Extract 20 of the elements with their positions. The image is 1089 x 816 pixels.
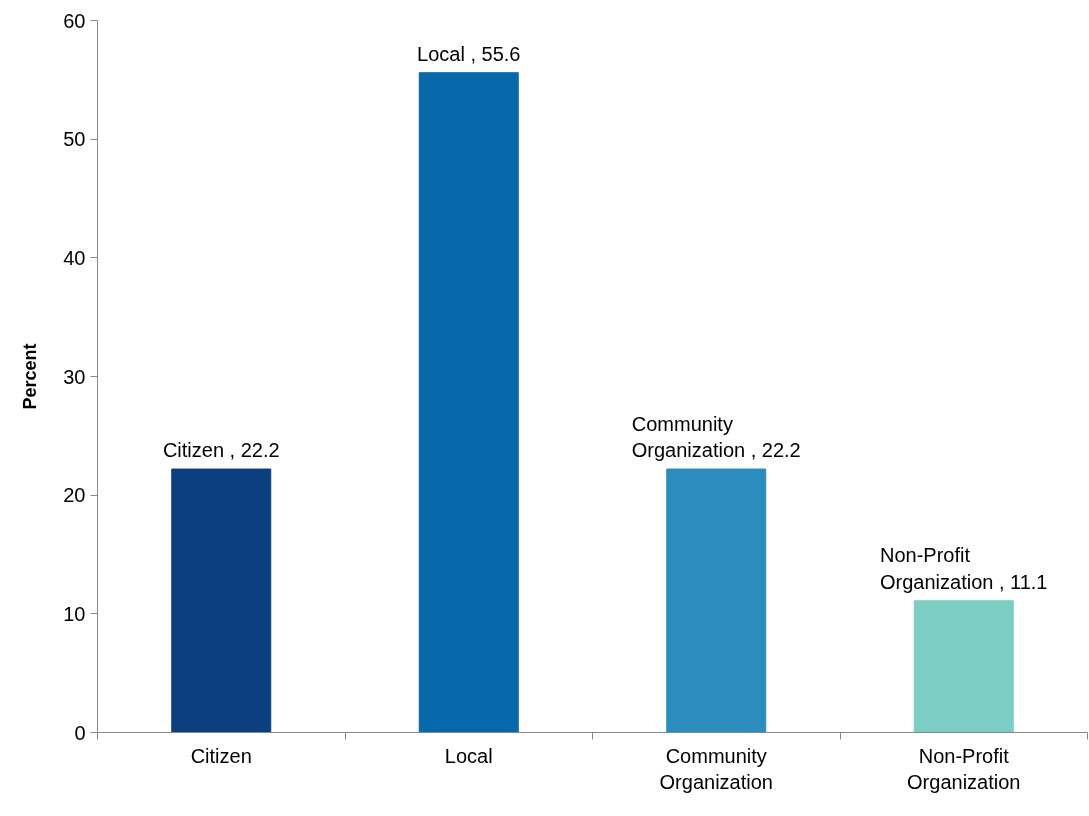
bar bbox=[418, 72, 519, 733]
y-tick-label: 40 bbox=[63, 246, 86, 269]
y-axis-title: Percent bbox=[20, 343, 41, 410]
y-tick-label: 20 bbox=[63, 484, 86, 507]
data-label: Non-Profit Organization , 11.1 bbox=[880, 544, 1048, 593]
y-tick-label: 10 bbox=[63, 602, 86, 625]
bar bbox=[171, 468, 272, 733]
x-tick-label: Local bbox=[444, 744, 493, 767]
data-label: Community Organization , 22.2 bbox=[631, 412, 801, 462]
data-label: Citizen , 22.2 bbox=[162, 439, 280, 462]
x-tick-label: Community Organization bbox=[659, 744, 773, 793]
bar bbox=[666, 468, 767, 733]
y-tick-label: 0 bbox=[74, 721, 86, 744]
bar bbox=[913, 600, 1014, 733]
y-tick-label: 60 bbox=[63, 9, 86, 32]
x-tick-label: Non-Profit Organization bbox=[907, 744, 1021, 793]
y-tick-label: 50 bbox=[63, 128, 86, 151]
y-tick-label: 30 bbox=[63, 365, 86, 388]
x-tick-label: Citizen bbox=[190, 744, 252, 767]
data-label: Local , 55.6 bbox=[417, 42, 521, 65]
